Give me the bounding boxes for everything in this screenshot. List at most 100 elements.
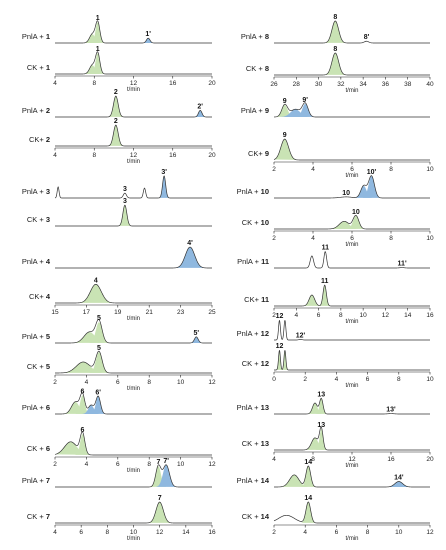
tick-label-11-1: 4 — [294, 312, 298, 319]
row-label-prefix: PnlA + — [22, 32, 46, 41]
row-label-prefix: CK+ — [29, 135, 46, 144]
trace-line-top-1 — [55, 20, 212, 44]
row-label-top-11: PnlA + 11 — [237, 257, 269, 266]
trace-top-13: 13 13' PnlA + 13 — [237, 392, 430, 415]
peak-label-top-4-0: 4' — [187, 240, 193, 247]
trace-bottom-7: 7CK + 7 — [27, 495, 212, 524]
row-label-prefix: PnlA + — [22, 187, 46, 196]
tick-label-5-2: 6 — [116, 379, 120, 386]
tick-label-7-2: 8 — [106, 529, 110, 536]
row-label-compound: 4 — [46, 292, 51, 301]
trace-top-6: 6 6' PnlA + 6 — [22, 388, 212, 415]
tick-label-6-3: 8 — [147, 461, 151, 468]
trace-bottom-2: 2CK+ 2 — [29, 118, 212, 147]
trace-line-top-7 — [55, 464, 212, 488]
row-label-prefix: CK + — [242, 218, 261, 227]
peak-label-bottom-6-1: 6 — [81, 427, 85, 434]
panel-8: 26 28 30 32 34 36 38 40 t/min — [270, 76, 434, 94]
tick-label-2-0: 4 — [53, 152, 57, 159]
tick-label-8-5: 36 — [382, 81, 390, 88]
row-label-compound: 4 — [46, 257, 51, 266]
tick-label-9-0: 2 — [272, 166, 276, 173]
peak-label-top-5-2: 5' — [194, 330, 200, 337]
row-label-top-5: PnlA + 5 — [22, 332, 50, 341]
trace-line-bottom-13 — [274, 426, 430, 451]
row-label-prefix: PnlA + — [237, 476, 261, 485]
row-label-compound: 2 — [46, 135, 50, 144]
peak-label-top-6-1: 6 — [81, 388, 85, 395]
tick-label-5-0: 2 — [53, 379, 57, 386]
row-label-compound: 10 — [261, 218, 269, 227]
trace-top-14: 14 14' PnlA + 14 — [237, 459, 430, 488]
row-label-top-1: PnlA + 1 — [22, 32, 50, 41]
tick-label-9-4: 10 — [426, 166, 434, 173]
peak-fill-top-6-1 — [74, 395, 91, 414]
tick-label-1-3: 16 — [169, 80, 177, 87]
tick-label-13-4: 20 — [426, 456, 434, 463]
x-axis-label-6: t/min — [127, 468, 140, 474]
tick-label-8-2: 30 — [315, 81, 323, 88]
peak-label-top-11-2: 11' — [398, 261, 407, 268]
x-axis-label-14: t/min — [345, 536, 358, 542]
trace-bottom-6: 6CK + 6 — [27, 427, 212, 456]
peak-fill-top-8-0 — [324, 21, 346, 43]
row-label-prefix: CK + — [242, 512, 261, 521]
x-axis-label-13: t/min — [345, 463, 358, 469]
row-label-compound: 10 — [261, 187, 269, 196]
peak-label-top-12-2: 12' — [296, 332, 306, 339]
trace-top-5: 5 5' PnlA + 5 — [22, 315, 212, 344]
tick-label-1-2: 12 — [130, 80, 138, 87]
trace-line-bottom-3 — [55, 204, 212, 227]
row-label-bottom-1: CK + 1 — [27, 63, 50, 72]
trace-line-bottom-10 — [274, 215, 430, 230]
row-label-compound: 6 — [46, 403, 50, 412]
trace-line-bottom-2 — [55, 124, 212, 147]
peak-label-bottom-14-1: 14 — [304, 495, 312, 502]
row-label-top-12: PnlA + 12 — [237, 329, 269, 338]
trace-bottom-5: 5CK + 5 — [27, 345, 212, 374]
panel-14: 2 4 6 8 10 12 t/min — [272, 524, 434, 542]
trace-top-3: 3 3' PnlA + 3 — [22, 169, 212, 199]
peak-label-bottom-13-1: 13 — [317, 422, 325, 429]
row-label-prefix: PnlA + — [22, 476, 46, 485]
tick-label-11-0: 2 — [272, 312, 276, 319]
peak-fill-top-2-0 — [108, 96, 124, 117]
row-label-prefix: CK + — [27, 63, 46, 72]
peak-label-top-3-1: 3 — [123, 186, 127, 193]
row-label-top-2: PnlA + 2 — [22, 106, 50, 115]
row-label-bottom-2: CK+ 2 — [29, 135, 50, 144]
peak-label-bottom-3-0: 3 — [123, 198, 127, 205]
trace-line-bottom-4 — [55, 283, 212, 304]
trace-top-4: 4' PnlA + 4 — [22, 240, 212, 269]
peak-fill-top-3-3 — [159, 176, 170, 198]
row-label-prefix: PnlA + — [237, 403, 261, 412]
panel-4: 15 17 19 21 23 25 t/min — [51, 304, 216, 322]
row-label-bottom-13: CK + 13 — [242, 439, 269, 448]
tick-label-2-4: 20 — [208, 152, 216, 159]
peak-label-top-7-1: 7' — [163, 458, 169, 465]
row-label-compound: 1 — [46, 32, 50, 41]
tick-label-13-0: 4 — [272, 456, 276, 463]
x-axis-label-11: t/min — [345, 319, 358, 325]
row-label-prefix: PnlA + — [241, 106, 265, 115]
peak-label-top-6-3: 6' — [95, 389, 101, 396]
peak-fill-bottom-6-0 — [55, 441, 91, 455]
tick-label-8-4: 34 — [360, 81, 368, 88]
peak-label-top-12-0: 12 — [276, 313, 284, 320]
peak-fill-bottom-14-1 — [300, 502, 316, 523]
trace-line-top-11 — [274, 251, 430, 269]
peak-fill-bottom-7-0 — [147, 502, 172, 523]
tick-label-13-2: 12 — [348, 456, 356, 463]
x-axis-label-2: t/min — [127, 159, 140, 165]
peak-label-top-9-2: 9' — [302, 97, 308, 104]
row-label-top-6: PnlA + 6 — [22, 403, 50, 412]
peak-label-bottom-10-1: 10 — [352, 209, 360, 216]
row-label-compound: 9 — [265, 106, 269, 115]
tick-label-12-5: 10 — [426, 376, 434, 383]
trace-line-top-3 — [54, 175, 212, 199]
row-label-bottom-7: CK + 7 — [27, 512, 50, 521]
trace-line-top-10 — [274, 175, 430, 199]
row-label-bottom-14: CK + 14 — [242, 512, 270, 521]
trace-line-bottom-6 — [54, 431, 212, 456]
